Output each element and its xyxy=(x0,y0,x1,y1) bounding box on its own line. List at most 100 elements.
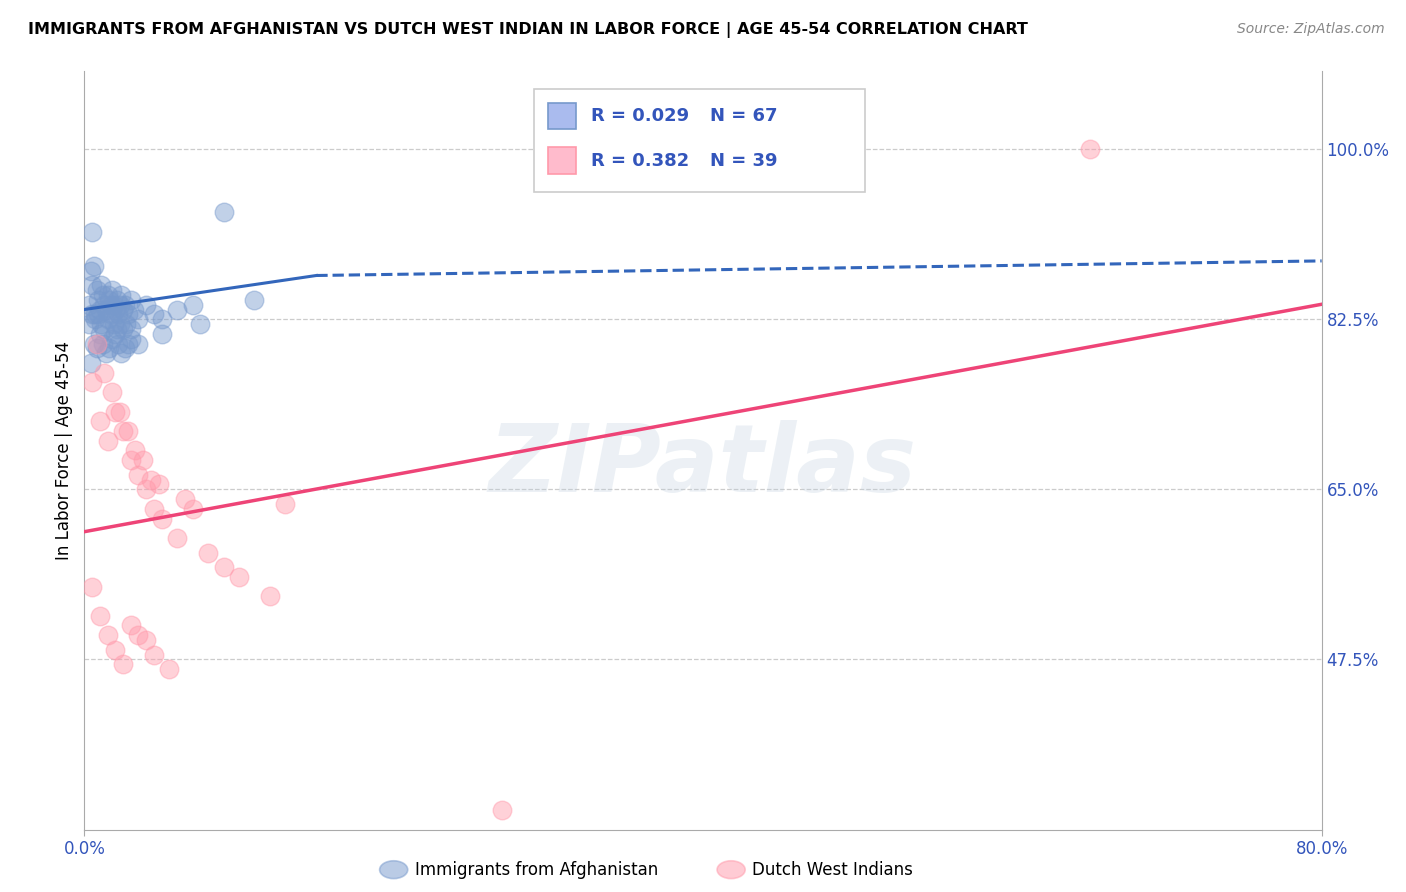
Point xyxy=(150,326,173,341)
Text: IMMIGRANTS FROM AFGHANISTAN VS DUTCH WEST INDIAN IN LABOR FORCE | AGE 45-54 CORR: IMMIGRANTS FROM AFGHANISTAN VS DUTCH WES… xyxy=(28,22,1028,38)
Point xyxy=(127,467,149,482)
Point xyxy=(143,648,166,662)
Point xyxy=(86,342,108,356)
Point xyxy=(120,322,142,336)
Point xyxy=(82,278,104,293)
Point xyxy=(491,803,513,817)
Point xyxy=(82,376,104,390)
Point xyxy=(243,293,266,307)
Point xyxy=(91,288,114,302)
Point xyxy=(108,317,131,331)
Point xyxy=(139,473,162,487)
Point xyxy=(197,545,219,559)
Point xyxy=(90,278,112,293)
Point xyxy=(1078,142,1101,156)
Text: N = 39: N = 39 xyxy=(710,152,778,169)
Point xyxy=(98,342,121,356)
Text: R = 0.029: R = 0.029 xyxy=(591,107,689,125)
Point xyxy=(82,307,104,321)
Point xyxy=(127,312,149,326)
Point xyxy=(110,346,132,360)
Point xyxy=(127,336,149,351)
Point xyxy=(101,283,124,297)
Point xyxy=(148,477,170,491)
Point xyxy=(101,332,124,346)
Point xyxy=(212,205,235,219)
Point xyxy=(181,298,204,312)
Point xyxy=(135,298,157,312)
Point xyxy=(274,497,297,511)
Point xyxy=(120,618,142,632)
Point xyxy=(212,560,235,574)
Text: Dutch West Indians: Dutch West Indians xyxy=(752,861,912,879)
Point xyxy=(101,385,124,400)
Point xyxy=(159,662,180,676)
Point xyxy=(112,302,135,317)
Point xyxy=(103,298,125,312)
Point xyxy=(135,483,157,497)
Point xyxy=(104,404,127,418)
Point xyxy=(107,307,129,321)
Point xyxy=(86,283,108,297)
Text: Immigrants from Afghanistan: Immigrants from Afghanistan xyxy=(415,861,658,879)
Point xyxy=(166,302,188,317)
Point xyxy=(96,434,118,448)
Point xyxy=(110,288,132,302)
Point xyxy=(105,322,128,336)
Point xyxy=(112,424,135,438)
Point xyxy=(77,317,100,331)
Point xyxy=(117,424,139,438)
Point xyxy=(83,259,105,273)
Point xyxy=(228,570,250,584)
Point xyxy=(117,307,139,321)
Point xyxy=(112,322,135,336)
Point xyxy=(86,336,108,351)
Point xyxy=(94,346,117,360)
Point xyxy=(259,589,281,603)
Point xyxy=(120,293,142,307)
Point xyxy=(166,531,188,545)
Point xyxy=(124,443,146,458)
Point xyxy=(127,628,149,642)
Point xyxy=(93,322,115,336)
Point xyxy=(83,336,105,351)
Point xyxy=(100,307,122,321)
Point xyxy=(79,263,101,277)
Point xyxy=(96,628,118,642)
Point xyxy=(93,366,115,380)
Point xyxy=(181,501,204,516)
Point xyxy=(150,511,173,525)
Y-axis label: In Labor Force | Age 45-54: In Labor Force | Age 45-54 xyxy=(55,341,73,560)
Point xyxy=(84,307,107,321)
Point xyxy=(135,633,157,648)
Point xyxy=(103,317,125,331)
Point xyxy=(107,336,129,351)
Point xyxy=(104,302,127,317)
Point xyxy=(105,293,128,307)
Point xyxy=(143,307,166,321)
Point xyxy=(96,288,118,302)
Text: R = 0.382: R = 0.382 xyxy=(591,152,689,169)
Point xyxy=(89,414,111,428)
Point xyxy=(120,332,142,346)
Point xyxy=(89,326,111,341)
Point xyxy=(117,336,139,351)
Point xyxy=(115,317,138,331)
Text: ZIPatlas: ZIPatlas xyxy=(489,419,917,512)
Point xyxy=(94,302,117,317)
Point xyxy=(104,642,127,657)
Point xyxy=(87,293,110,307)
Point xyxy=(77,298,100,312)
Point xyxy=(120,453,142,467)
Point xyxy=(112,657,135,672)
Point xyxy=(108,404,131,418)
Point xyxy=(79,356,101,370)
Point xyxy=(132,453,155,467)
Point xyxy=(150,312,173,326)
Point xyxy=(93,298,115,312)
Point xyxy=(96,312,118,326)
Point xyxy=(100,298,122,312)
Point xyxy=(188,317,212,331)
Point xyxy=(84,312,107,326)
Point xyxy=(114,298,136,312)
